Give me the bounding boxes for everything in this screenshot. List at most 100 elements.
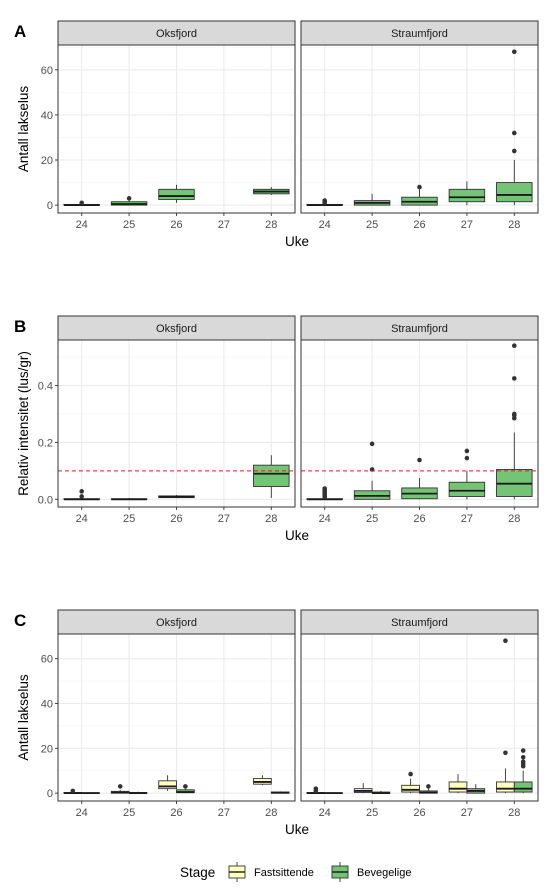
box-week-28-bevegelige xyxy=(270,791,290,794)
outlier-point xyxy=(426,784,431,789)
outlier-point xyxy=(70,788,76,794)
facet-oksfjord: Oksfjord 24 25 26 27 28 0 20 40 60 xyxy=(41,20,296,231)
box-week-26-fastsittende xyxy=(401,771,420,794)
box-week-25-bevegelige xyxy=(353,193,391,206)
facet-strip-label: Straumfjord xyxy=(391,28,448,40)
x-tick-label: 26 xyxy=(413,219,425,231)
y-tick-label: 60 xyxy=(41,654,53,666)
outlier-point xyxy=(464,455,470,461)
box-week-24-fastsittende xyxy=(63,788,83,795)
box-week-24-bevegelige xyxy=(306,198,343,207)
facet-strip xyxy=(57,315,296,341)
outlier-point xyxy=(79,494,84,499)
y-tick-label: 40 xyxy=(41,698,53,710)
x-tick-label: 25 xyxy=(366,513,378,525)
outlier-point xyxy=(79,489,84,494)
x-tick-label: 25 xyxy=(123,219,135,231)
box-week-27-fastsittende xyxy=(448,774,468,794)
x-tick-label: 26 xyxy=(170,513,182,525)
facet-strip xyxy=(300,609,539,635)
y-axis-title: Antall lakselus xyxy=(16,86,31,173)
box-week-24-bevegelige xyxy=(324,792,343,795)
panel-letter: B xyxy=(14,317,26,336)
x-tick-label: 27 xyxy=(461,807,473,819)
outlier-point xyxy=(503,750,508,756)
x-axis-title: Uke xyxy=(285,528,309,543)
box-week-24-bevegelige xyxy=(63,489,100,501)
box-week-28-bevegelige xyxy=(496,343,533,500)
box-week-27-bevegelige xyxy=(466,784,486,794)
x-tick-label: 28 xyxy=(508,219,520,231)
facet-strip xyxy=(57,609,296,635)
x-tick-label: 27 xyxy=(461,219,473,231)
facet-strip-label: Straumfjord xyxy=(391,323,448,335)
box-iqr xyxy=(401,784,420,793)
box-week-26-bevegelige xyxy=(401,457,438,500)
box-iqr xyxy=(158,780,177,790)
x-tick-label: 24 xyxy=(76,807,88,819)
facet-oksfjord: Oksfjord 24 25 26 27 28 0 20 40 60 xyxy=(41,609,296,819)
outlier-point xyxy=(512,148,517,154)
outlier-point xyxy=(512,49,517,55)
x-tick-label: 27 xyxy=(218,807,230,819)
outlier-point xyxy=(512,411,517,417)
x-tick-label: 24 xyxy=(319,219,331,231)
outlier-point xyxy=(408,771,413,777)
box-iqr xyxy=(448,188,486,203)
x-tick-label: 28 xyxy=(508,807,520,819)
x-tick-label: 26 xyxy=(413,807,425,819)
y-tick-label: 0 xyxy=(47,788,53,800)
box-week-26-bevegelige xyxy=(158,495,195,499)
facet-strip xyxy=(300,315,539,341)
facet-straumfjord: Straumfjord 24 25 26 27 28 xyxy=(300,609,539,819)
facet-strip xyxy=(300,20,539,46)
outlier-point xyxy=(369,441,375,447)
x-tick-label: 28 xyxy=(265,807,277,819)
box-week-26-fastsittende xyxy=(158,775,177,791)
box-week-25-fastsittende xyxy=(353,783,373,794)
box-week-26-bevegelige xyxy=(176,784,195,794)
y-axis-title: Relativ intensitet (lus/gr) xyxy=(16,351,31,496)
facet-strip-label: Oksfjord xyxy=(156,323,197,335)
box-week-26-bevegelige xyxy=(401,184,438,206)
chart-C: C Oksfjord 24 25 26 27 28 0 20 40 60 Straumfjord 24 2… xyxy=(14,609,539,837)
outlier-point xyxy=(126,196,132,201)
box-week-24-bevegelige xyxy=(63,200,100,207)
outlier-point xyxy=(512,376,517,381)
box-week-25-bevegelige xyxy=(110,196,148,206)
outlier-point xyxy=(464,448,470,454)
box-iqr xyxy=(513,781,533,793)
outlier-point xyxy=(503,638,508,644)
x-tick-label: 24 xyxy=(76,219,88,231)
x-tick-label: 25 xyxy=(123,807,135,819)
box-week-24-bevegelige xyxy=(81,792,100,795)
x-tick-label: 26 xyxy=(413,513,425,525)
y-tick-label: 20 xyxy=(41,743,53,755)
box-week-27-bevegelige xyxy=(448,181,486,206)
box-week-27-bevegelige xyxy=(448,448,486,500)
box-week-25-bevegelige xyxy=(371,790,391,795)
box-week-25-bevegelige xyxy=(128,791,148,795)
facet-strip xyxy=(57,20,296,46)
x-tick-label: 28 xyxy=(265,219,277,231)
outlier-point xyxy=(313,786,319,791)
x-tick-label: 25 xyxy=(123,513,135,525)
facet-strip-label: Oksfjord xyxy=(156,617,197,629)
y-tick-label: 0 xyxy=(47,200,53,212)
outlier-point xyxy=(183,784,188,789)
x-tick-label: 25 xyxy=(366,219,378,231)
y-axis-title: Antall lakselus xyxy=(16,674,31,761)
outlier-point xyxy=(520,759,526,765)
box-week-24-bevegelige xyxy=(306,486,343,501)
facet-straumfjord: Straumfjord 24 25 26 27 28 xyxy=(300,315,539,525)
chart-A: A Oksfjord 24 25 26 27 28 0 20 40 60 Straumfjord 24 2… xyxy=(14,20,539,249)
outlier-point xyxy=(520,748,526,753)
box-iqr xyxy=(253,464,290,487)
outlier-point xyxy=(417,457,422,463)
box-week-25-bevegelige xyxy=(110,498,148,501)
outlier-point xyxy=(417,184,422,190)
facet-straumfjord: Straumfjord 24 25 26 27 28 xyxy=(300,20,539,231)
y-tick-label: 40 xyxy=(41,110,53,122)
box-iqr xyxy=(448,781,468,793)
